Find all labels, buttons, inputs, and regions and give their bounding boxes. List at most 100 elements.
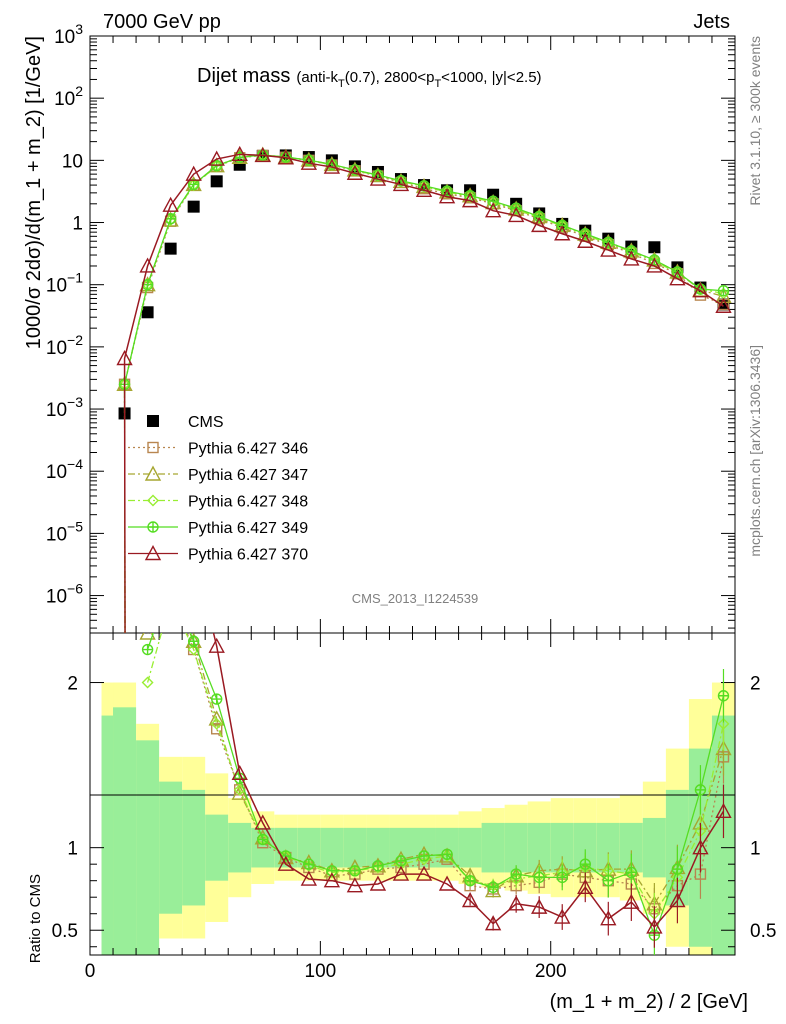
plot-title: Dijet mass (anti-kT(0.7), 2800<pT<1000, |… bbox=[197, 65, 542, 90]
band-inner bbox=[458, 827, 482, 868]
y-tick-label: 103 bbox=[54, 21, 83, 48]
series-line-p347 bbox=[123, 154, 724, 633]
title-main: Dijet mass bbox=[197, 65, 290, 87]
ratio-point-p370 bbox=[669, 892, 686, 908]
legend-marker-p370 bbox=[144, 545, 162, 561]
rivet-label: Rivet 3.1.10, ≥ 300k events bbox=[747, 36, 763, 206]
ratio-point-p349 bbox=[418, 850, 430, 862]
ratio-point-p348 bbox=[210, 717, 223, 730]
analysis-label: CMS_2013_I1224539 bbox=[352, 591, 479, 606]
legend-marker-p347 bbox=[144, 465, 162, 481]
ratio-point-p370 bbox=[484, 915, 502, 931]
point-p370 bbox=[577, 232, 594, 248]
point-p370 bbox=[369, 170, 387, 186]
point-p370 bbox=[484, 202, 502, 218]
point-p370 bbox=[669, 270, 686, 286]
ratio-point-p349 bbox=[441, 848, 453, 860]
ratio-point-p349 bbox=[166, 578, 176, 588]
ratio-point-p370 bbox=[600, 910, 617, 926]
point-p347 bbox=[162, 211, 179, 227]
point-p370 bbox=[323, 158, 341, 174]
ratio-tick-label-right: 2 bbox=[750, 674, 761, 695]
ratio-point-p347 bbox=[438, 847, 456, 863]
series-p346 bbox=[118, 149, 730, 633]
ratio-point-p349-cross bbox=[372, 860, 383, 871]
ratio-point-p370 bbox=[577, 878, 594, 894]
ratio-point-p349-cross bbox=[465, 875, 476, 886]
ratio-point-p348 bbox=[717, 717, 730, 730]
y-tick-label: 102 bbox=[54, 83, 83, 110]
point-p370 bbox=[116, 350, 133, 366]
legend-label-p370: Pythia 6.427 370 bbox=[188, 547, 308, 564]
point-p370 bbox=[715, 297, 732, 313]
ratio-point-p349-cross bbox=[580, 859, 591, 870]
ratio-point-p346 bbox=[143, 595, 153, 605]
point-p370 bbox=[139, 257, 156, 273]
band-inner bbox=[136, 740, 160, 955]
band-inner bbox=[481, 822, 505, 873]
ratio-point-p349 bbox=[556, 871, 568, 884]
point-p349-cross bbox=[188, 179, 199, 190]
ratio-point-p349 bbox=[533, 871, 545, 884]
ratio-tick-label-right: 0.5 bbox=[750, 921, 776, 942]
series-p349 bbox=[118, 149, 730, 633]
point-p370 bbox=[392, 175, 410, 192]
ratio-point-p348 bbox=[394, 858, 407, 871]
y-tick-label: 10−5 bbox=[46, 518, 83, 545]
point-p370 bbox=[231, 145, 248, 162]
point-cms bbox=[141, 306, 154, 319]
ratio-point-p349-cross bbox=[534, 872, 545, 883]
band-inner bbox=[159, 781, 183, 914]
ratio-point-p370 bbox=[531, 898, 548, 914]
legend-marker-p346 bbox=[147, 441, 159, 454]
point-p349-cross bbox=[165, 213, 176, 224]
ratio-point-p370 bbox=[715, 802, 732, 819]
header-right: Jets bbox=[693, 11, 730, 33]
point-p349 bbox=[717, 285, 730, 297]
point-cms bbox=[648, 241, 661, 254]
ratio-point-p349-cross bbox=[511, 869, 522, 880]
ratio-point-p349 bbox=[210, 693, 223, 705]
point-p370 bbox=[208, 150, 225, 166]
ratio-point-p349-cross bbox=[349, 865, 360, 876]
point-p370 bbox=[461, 192, 479, 208]
legend-marker-cms bbox=[147, 415, 159, 427]
band-inner bbox=[366, 827, 390, 868]
ratio-point-p370 bbox=[392, 865, 410, 881]
ratio-point-p349-cross bbox=[695, 784, 706, 795]
band-inner bbox=[320, 827, 344, 868]
legend-label-p348: Pythia 6.427 348 bbox=[188, 494, 308, 511]
ratio-point-p349-cross bbox=[166, 578, 176, 588]
y-tick-label: 1 bbox=[72, 214, 83, 235]
ratio-point-p370 bbox=[438, 875, 456, 891]
point-p370 bbox=[277, 149, 294, 165]
point-p370 bbox=[438, 188, 456, 204]
title-mid: (0.7), 2800<p bbox=[345, 69, 435, 86]
main-frame bbox=[89, 35, 736, 634]
point-p370 bbox=[415, 181, 433, 197]
ratio-point-p349-cross bbox=[257, 834, 268, 845]
band-inner bbox=[619, 822, 643, 873]
point-p370 bbox=[531, 216, 548, 233]
series-p370 bbox=[116, 145, 732, 633]
series-line-p370 bbox=[123, 153, 724, 633]
ratio-point-p349 bbox=[349, 865, 361, 877]
legend-label-cms: CMS bbox=[188, 414, 224, 431]
point-p370 bbox=[300, 154, 318, 170]
ratio-point-p349 bbox=[326, 865, 338, 877]
ratio-point-p349-cross bbox=[603, 875, 614, 886]
y-tick-label: 10−2 bbox=[46, 332, 83, 359]
mcplots-label: mcplots.cern.ch [arXiv:1306.3436] bbox=[747, 345, 763, 557]
band-inner bbox=[343, 827, 367, 868]
ratio-line-p370 bbox=[212, 633, 725, 929]
band-inner bbox=[642, 817, 666, 878]
ratio-point-p349-cross bbox=[142, 644, 153, 655]
ratio-point-p349-cross bbox=[188, 636, 199, 647]
ratio-series-p370 bbox=[208, 633, 732, 948]
x-tick-label: 200 bbox=[535, 961, 567, 982]
point-p349-cross bbox=[718, 285, 729, 296]
header-left: 7000 GeV pp bbox=[103, 11, 221, 33]
ratio-point-p349 bbox=[487, 881, 499, 893]
ratio-series bbox=[139, 578, 732, 955]
main-series bbox=[116, 145, 732, 633]
